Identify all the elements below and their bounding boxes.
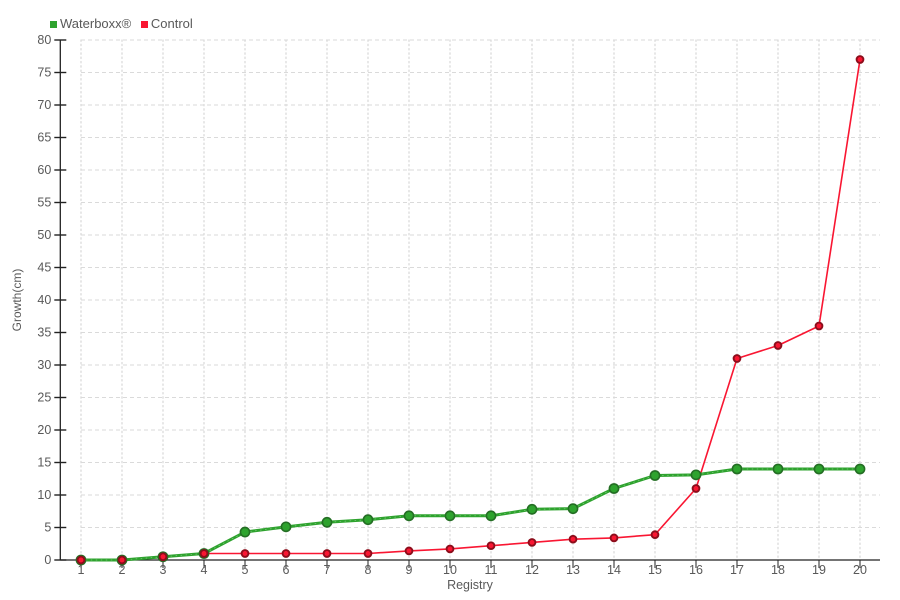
svg-text:0: 0 [44,553,51,567]
svg-text:60: 60 [37,163,51,177]
svg-text:9: 9 [406,563,413,577]
svg-text:15: 15 [37,456,51,470]
svg-text:3: 3 [160,563,167,577]
svg-text:30: 30 [37,358,51,372]
svg-text:19: 19 [812,563,826,577]
svg-text:10: 10 [443,563,457,577]
svg-text:5: 5 [242,563,249,577]
svg-text:70: 70 [37,98,51,112]
svg-text:25: 25 [37,391,51,405]
svg-text:6: 6 [283,563,290,577]
svg-text:45: 45 [37,261,51,275]
svg-text:11: 11 [485,563,498,577]
svg-text:16: 16 [689,563,703,577]
svg-text:14: 14 [607,563,621,577]
svg-text:18: 18 [771,563,785,577]
svg-text:10: 10 [37,488,51,502]
svg-text:12: 12 [525,563,539,577]
svg-text:50: 50 [37,228,51,242]
svg-text:4: 4 [201,563,208,577]
svg-text:15: 15 [648,563,662,577]
svg-text:65: 65 [37,131,51,145]
svg-text:20: 20 [37,423,51,437]
svg-text:7: 7 [324,563,331,577]
svg-text:40: 40 [37,293,51,307]
svg-text:20: 20 [853,563,867,577]
svg-text:8: 8 [365,563,372,577]
svg-text:5: 5 [44,521,51,535]
svg-text:13: 13 [566,563,580,577]
svg-text:35: 35 [37,326,51,340]
svg-text:55: 55 [37,196,51,210]
svg-text:17: 17 [730,563,744,577]
svg-text:80: 80 [37,33,51,47]
svg-text:75: 75 [37,66,51,80]
